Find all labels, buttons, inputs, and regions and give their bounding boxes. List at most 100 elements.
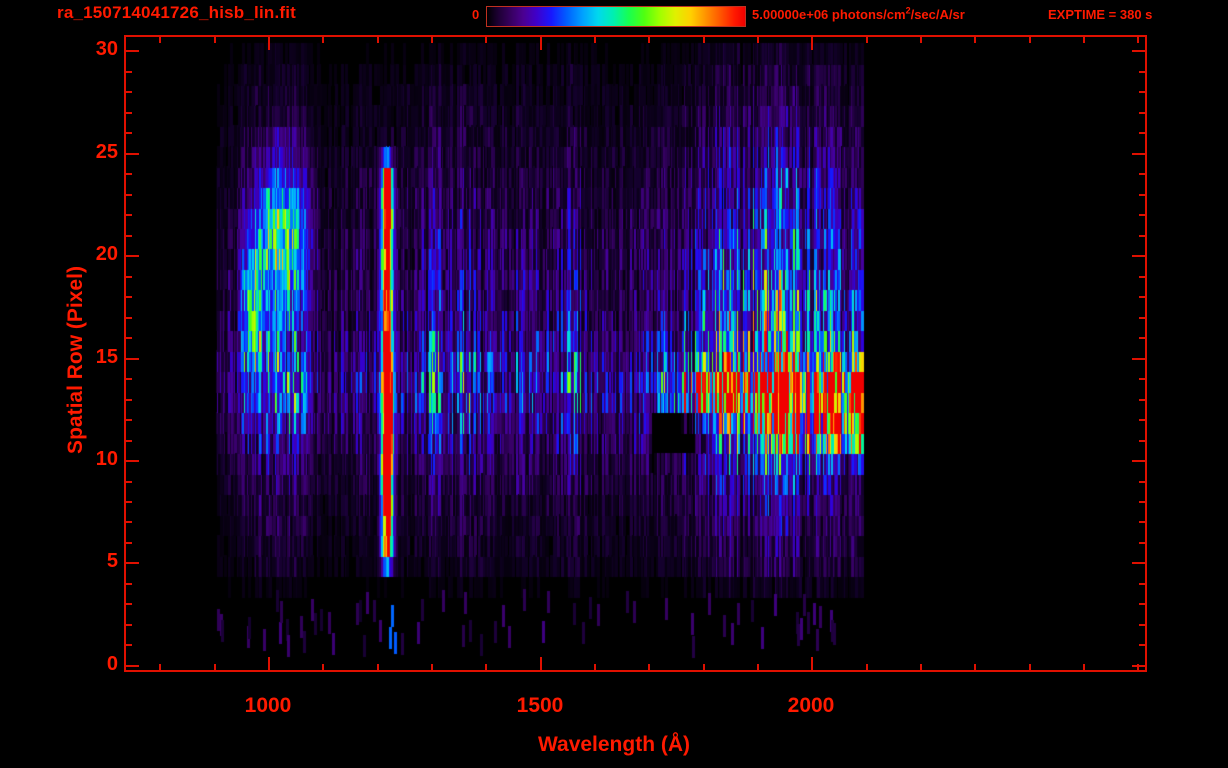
y-tick-2 <box>124 624 132 626</box>
x-tick-top-1900 <box>757 35 759 43</box>
y-tick-19 <box>124 276 132 278</box>
x-tick-top-800 <box>159 35 161 43</box>
x-tick-top-2500 <box>1083 35 1085 43</box>
y-tick-right-18 <box>1139 296 1147 298</box>
x-tick-800 <box>159 664 161 672</box>
y-tick-right-30 <box>1132 50 1147 52</box>
y-tick-label-10: 10 <box>95 448 118 470</box>
x-tick-top-1000 <box>268 35 270 50</box>
y-tick-right-19 <box>1139 276 1147 278</box>
y-tick-29 <box>124 71 132 73</box>
y-tick-label-25: 25 <box>95 141 118 163</box>
colorbar-units-exponent: 2 <box>905 5 911 16</box>
y-tick-23 <box>124 194 132 196</box>
y-tick-22 <box>124 214 132 216</box>
y-tick-label-20: 20 <box>95 243 118 265</box>
x-tick-900 <box>214 664 216 672</box>
y-tick-right-24 <box>1139 173 1147 175</box>
y-tick-16 <box>124 337 132 339</box>
page-title: ra_150714041726_hisb_lin.fit <box>57 3 297 22</box>
y-tick-right-0 <box>1132 665 1147 667</box>
spectrum-heatmap <box>126 37 1145 670</box>
x-tick-top-1300 <box>431 35 433 43</box>
y-tick-30 <box>124 50 139 52</box>
y-tick-20 <box>124 255 139 257</box>
x-tick-top-2000 <box>811 35 813 50</box>
y-tick-1 <box>124 644 132 646</box>
x-tick-1900 <box>757 664 759 672</box>
colorbar-units-post: /sec/A/sr <box>910 7 965 22</box>
y-tick-right-22 <box>1139 214 1147 216</box>
y-tick-right-10 <box>1132 460 1147 462</box>
y-tick-4 <box>124 583 132 585</box>
y-tick-14 <box>124 378 132 380</box>
y-tick-18 <box>124 296 132 298</box>
x-tick-label-1500: 1500 <box>516 694 564 717</box>
x-tick-top-2300 <box>974 35 976 43</box>
plot-frame <box>124 35 1147 672</box>
x-tick-top-1500 <box>540 35 542 50</box>
y-tick-right-7 <box>1139 521 1147 523</box>
x-tick-2200 <box>920 664 922 672</box>
y-tick-right-29 <box>1139 71 1147 73</box>
y-tick-27 <box>124 112 132 114</box>
x-tick-1200 <box>377 664 379 672</box>
y-tick-right-3 <box>1139 603 1147 605</box>
x-tick-1800 <box>703 664 705 672</box>
y-tick-label-30: 30 <box>95 38 118 60</box>
x-tick-top-1100 <box>322 35 324 43</box>
x-tick-top-2100 <box>866 35 868 43</box>
y-tick-5 <box>124 562 139 564</box>
y-tick-28 <box>124 91 132 93</box>
y-tick-right-9 <box>1139 481 1147 483</box>
y-tick-right-13 <box>1139 399 1147 401</box>
x-tick-top-900 <box>214 35 216 43</box>
x-tick-1500 <box>540 657 542 672</box>
x-tick-1400 <box>485 664 487 672</box>
y-tick-7 <box>124 521 132 523</box>
x-tick-2000 <box>811 657 813 672</box>
y-tick-right-16 <box>1139 337 1147 339</box>
y-tick-right-12 <box>1139 419 1147 421</box>
x-tick-top-2400 <box>1029 35 1031 43</box>
y-tick-right-11 <box>1139 440 1147 442</box>
y-tick-label-15: 15 <box>95 346 118 368</box>
x-tick-label-1000: 1000 <box>244 694 292 717</box>
x-tick-top-2200 <box>920 35 922 43</box>
y-tick-right-26 <box>1139 132 1147 134</box>
x-tick-top-1800 <box>703 35 705 43</box>
y-tick-right-28 <box>1139 91 1147 93</box>
y-axis-title: Spatial Row (Pixel) <box>64 266 87 454</box>
colorbar-min-label: 0 <box>472 7 480 22</box>
y-tick-21 <box>124 235 132 237</box>
x-tick-1700 <box>648 664 650 672</box>
x-tick-top-1600 <box>594 35 596 43</box>
y-tick-right-23 <box>1139 194 1147 196</box>
x-tick-2100 <box>866 664 868 672</box>
colorbar-units-pre: photons/cm <box>828 7 906 22</box>
x-tick-2500 <box>1083 664 1085 672</box>
y-tick-15 <box>124 358 139 360</box>
y-tick-right-4 <box>1139 583 1147 585</box>
y-tick-right-15 <box>1132 358 1147 360</box>
y-tick-24 <box>124 173 132 175</box>
x-tick-1100 <box>322 664 324 672</box>
y-tick-10 <box>124 460 139 462</box>
y-tick-26 <box>124 132 132 134</box>
y-tick-right-25 <box>1132 153 1147 155</box>
y-tick-3 <box>124 603 132 605</box>
y-tick-label-5: 5 <box>106 550 118 572</box>
y-tick-25 <box>124 153 139 155</box>
y-tick-right-21 <box>1139 235 1147 237</box>
y-tick-right-20 <box>1132 255 1147 257</box>
colorbar-max-value: 5.00000e+06 <box>752 7 829 22</box>
x-tick-2300 <box>974 664 976 672</box>
x-axis-title: Wavelength (Å) <box>537 733 691 756</box>
y-tick-right-6 <box>1139 542 1147 544</box>
x-tick-1600 <box>594 664 596 672</box>
y-tick-right-1 <box>1139 644 1147 646</box>
y-tick-right-27 <box>1139 112 1147 114</box>
y-tick-6 <box>124 542 132 544</box>
x-tick-top-2600 <box>1137 35 1139 43</box>
x-tick-label-2000: 2000 <box>787 694 835 717</box>
